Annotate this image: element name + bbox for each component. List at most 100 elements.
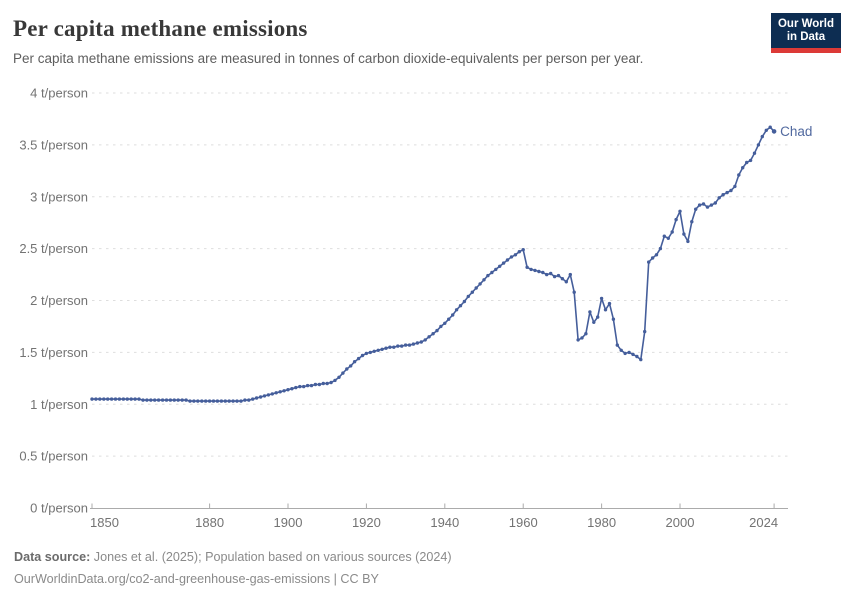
data-point-marker [125,397,129,401]
data-point-marker [254,396,259,400]
data-point-marker [486,273,490,278]
data-point-marker [137,397,141,401]
x-axis-tick-label: 1850 [90,515,119,530]
data-point-marker [568,272,572,277]
data-point-marker [584,332,588,336]
data-point-marker [537,269,541,274]
data-point-marker [321,381,325,386]
data-point-marker [90,397,94,401]
data-source-text[interactable]: Jones et al. (2025); Population based on… [90,550,452,564]
data-point-marker [141,398,145,402]
data-point-marker [733,184,737,189]
data-point-marker [729,188,733,193]
y-axis-tick-label: 0.5 t/person [19,449,88,464]
data-point-marker [243,398,247,402]
data-point-marker [160,398,165,402]
x-axis-tick-label: 1940 [430,515,459,530]
data-point-marker [501,261,506,265]
data-point-marker [180,398,184,402]
data-point-marker [223,399,227,403]
data-point-marker [215,399,220,403]
data-point-marker [286,388,290,392]
data-point-marker [423,338,427,342]
data-source-line: Data source: Jones et al. (2025); Popula… [14,546,452,568]
data-point-marker [262,394,267,398]
y-axis-tick-label: 2 t/person [30,293,88,308]
data-point-marker [102,397,106,401]
y-axis-tick-label: 4 t/person [30,86,88,101]
data-point-marker [204,399,208,403]
data-point-marker [639,357,643,362]
data-point-marker [207,399,212,403]
data-point-marker [611,317,616,321]
data-point-marker [717,196,721,200]
data-point-marker [443,321,447,325]
data-point-marker [376,348,380,352]
citation-link-line[interactable]: OurWorldinData.org/co2-and-greenhouse-ga… [14,572,379,586]
data-point-marker [364,351,369,356]
data-point-marker [682,232,686,236]
data-point-marker [756,143,761,147]
data-point-marker [447,317,451,321]
data-point-marker [403,343,408,347]
data-point-marker [580,336,584,340]
x-axis-tick-label: 1880 [195,515,224,530]
data-point-marker [431,332,435,336]
data-point-marker [705,205,710,209]
data-point-marker [227,399,231,403]
data-point-marker [451,313,455,317]
data-point-marker [435,328,439,333]
data-point-marker [505,258,510,262]
data-point-marker [196,399,200,403]
data-point-marker [748,158,753,163]
data-point-marker [725,190,729,195]
data-point-marker [368,350,372,355]
data-point-marker [741,166,745,170]
owid-logo[interactable]: Our World in Data [770,13,841,53]
data-point-marker [478,282,482,286]
data-point-marker [517,250,521,254]
data-point-marker [635,354,639,359]
data-point-marker [356,356,361,361]
data-point-marker [325,381,329,386]
x-axis-tick-label: 2024 [749,515,778,530]
data-point-marker [372,349,376,353]
data-point-marker [686,239,690,244]
data-point-marker [341,371,345,375]
data-point-marker [407,343,412,347]
data-point-marker [235,399,239,403]
data-point-marker [400,344,404,348]
data-point-marker [349,364,353,368]
data-point-marker [658,246,663,251]
page-title: Per capita methane emissions [13,16,308,41]
data-point-marker [309,383,314,388]
y-axis-tick-label: 2.5 t/person [19,241,88,256]
data-point-marker [164,398,169,402]
data-point-marker [529,267,533,272]
entity-end-label[interactable]: Chad [780,124,812,139]
data-point-marker [513,253,518,257]
data-point-marker [145,398,149,402]
data-point-marker [462,299,467,304]
data-point-marker [690,220,694,224]
data-point-marker [294,385,298,390]
data-point-marker [768,125,772,129]
data-point-marker [305,383,310,388]
data-point-marker [533,268,537,273]
data-point-marker [752,151,757,155]
data-point-marker [290,387,294,391]
data-point-marker [411,342,416,346]
data-point-marker [545,272,549,277]
data-point-marker [596,315,600,319]
data-point-marker [599,296,604,301]
data-point-marker [674,217,678,222]
emissions-trend-line[interactable] [91,126,775,402]
x-axis-tick-label: 1920 [352,515,381,530]
data-point-marker [541,270,545,275]
data-point-marker [282,389,286,393]
x-axis-tick-label: 2000 [666,515,695,530]
data-point-marker [219,399,224,403]
data-point-marker [623,351,627,356]
data-point-marker [650,256,655,260]
